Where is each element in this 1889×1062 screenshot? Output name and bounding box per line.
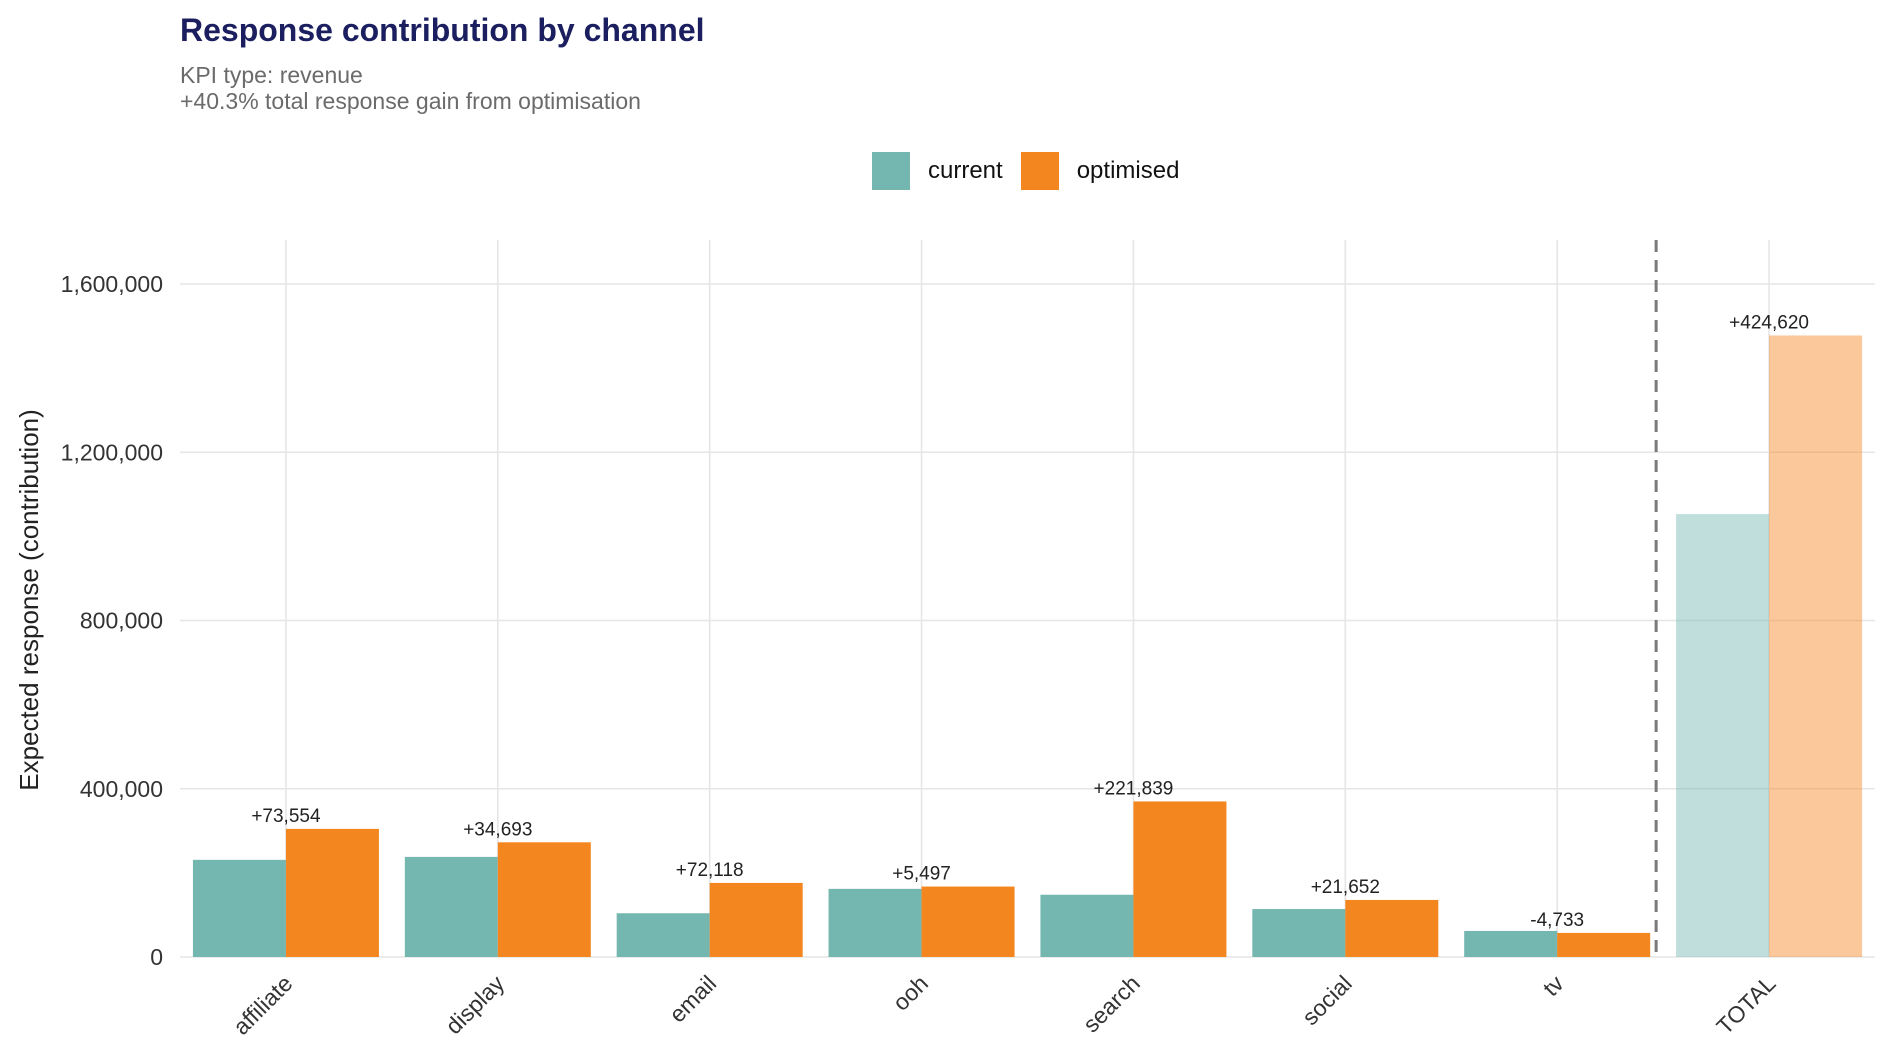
x-tick-label-display: display xyxy=(440,970,509,1039)
bar-optimised-affiliate xyxy=(285,828,379,957)
bar-optimised-search xyxy=(1133,801,1227,957)
bar-current-tv xyxy=(1464,930,1558,957)
x-axis: affiliate display email ooh search social tv TO… xyxy=(228,970,1781,1040)
bar-optimised-display xyxy=(497,842,591,957)
data-labels: +73,554 +34,693 +72,118 +5,497 +221,839 +21,6… xyxy=(251,312,1809,930)
bar-current-social xyxy=(1252,909,1346,957)
bar-optimised-email xyxy=(709,882,803,957)
bar-current-affiliate xyxy=(192,859,286,957)
y-tick-label: 1,600,000 xyxy=(61,271,163,297)
chart-title: Response contribution by channel xyxy=(180,12,705,48)
legend-label-current: current xyxy=(928,157,1003,184)
bar-current-display xyxy=(404,856,498,957)
legend-item-current: current xyxy=(872,152,1003,190)
x-tick-label-search: search xyxy=(1078,970,1145,1037)
data-label-search: +221,839 xyxy=(1094,778,1174,799)
bars xyxy=(192,335,1863,957)
legend: current optimised xyxy=(872,152,1197,190)
x-tick-label-social: social xyxy=(1297,970,1357,1030)
bar-optimised-tv xyxy=(1557,932,1651,957)
y-tick-label: 1,200,000 xyxy=(61,439,163,465)
y-tick-label: 800,000 xyxy=(80,608,163,634)
x-tick-label-affiliate: affiliate xyxy=(228,970,298,1040)
chart-subtitle-kpi: KPI type: revenue xyxy=(180,62,363,88)
legend-swatch-optimised xyxy=(1020,152,1059,190)
legend-label-optimised: optimised xyxy=(1076,157,1180,184)
bar-current-search xyxy=(1040,894,1134,957)
data-label-social: +21,652 xyxy=(1311,877,1380,898)
x-tick-label-total: TOTAL xyxy=(1711,970,1780,1039)
x-tick-label-ooh: ooh xyxy=(888,970,934,1016)
y-tick-label: 0 xyxy=(150,944,163,970)
bar-current-total xyxy=(1676,514,1770,957)
data-label-affiliate: +73,554 xyxy=(251,806,321,827)
data-label-display: +34,693 xyxy=(463,819,532,840)
bar-optimised-total xyxy=(1769,335,1863,957)
bar-current-ooh xyxy=(828,888,922,957)
y-axis: 0 400,000 800,000 1,200,000 1,600,000 xyxy=(61,271,163,970)
data-label-tv: -4,733 xyxy=(1530,910,1584,931)
bar-optimised-ooh xyxy=(921,886,1015,957)
x-tick-label-email: email xyxy=(664,970,721,1027)
data-label-total: +424,620 xyxy=(1729,312,1809,333)
data-label-ooh: +5,497 xyxy=(892,864,951,885)
grid-lines xyxy=(180,240,1875,958)
bar-optimised-social xyxy=(1345,899,1439,957)
y-axis-title: Expected response (contribution) xyxy=(14,409,44,791)
legend-swatch-current xyxy=(872,152,910,190)
y-tick-label: 400,000 xyxy=(80,776,163,802)
data-label-email: +72,118 xyxy=(676,860,744,881)
legend-item-optimised: optimised xyxy=(1020,152,1180,190)
x-tick-label-tv: tv xyxy=(1538,970,1569,1001)
chart-subtitle-gain: +40.3% total response gain from optimisa… xyxy=(180,88,641,114)
bar-current-email xyxy=(616,913,710,957)
